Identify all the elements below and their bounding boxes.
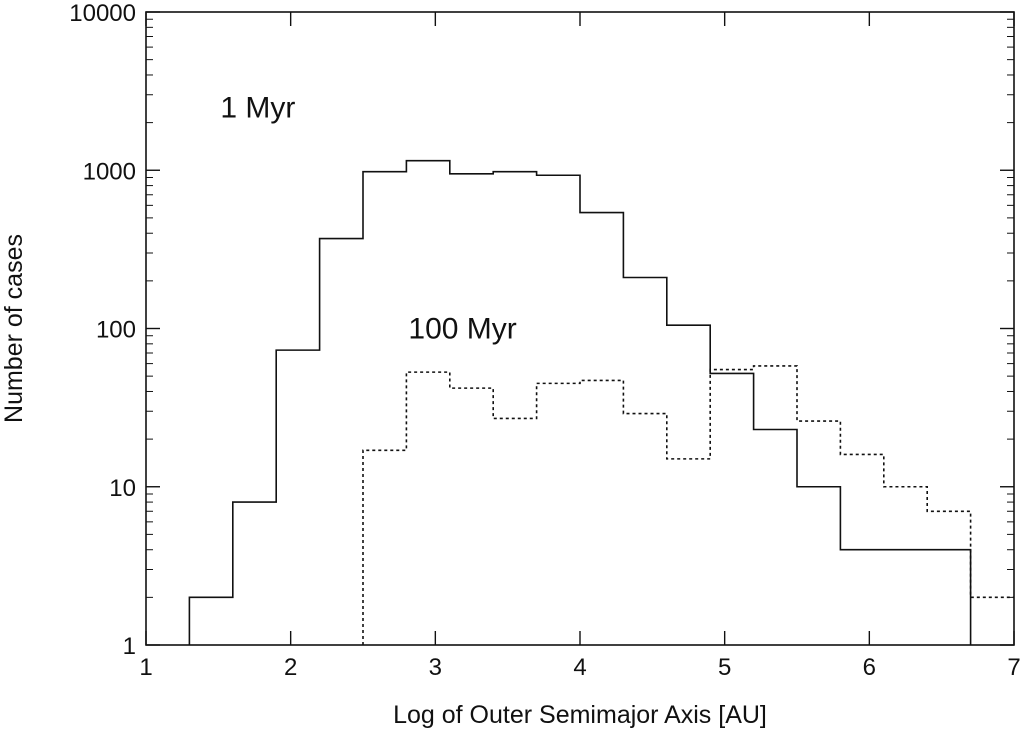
x-tick-label: 7 (1007, 654, 1020, 681)
y-tick-label: 10000 (69, 0, 136, 27)
series-layer (188, 159, 1014, 645)
annotation-label: 1 Myr (220, 91, 295, 124)
ticks-layer: 1 2 3 4 5 6 7 1 10 100 1000 10000 (69, 0, 1020, 681)
y-tick-label: 100 (96, 317, 136, 344)
x-tick-label: 6 (863, 654, 876, 681)
x-tick-label: 3 (429, 654, 442, 681)
series-100-myr-line (362, 365, 1014, 645)
y-axis-title: Number of cases (0, 234, 28, 423)
annotation-layer: 1 Myr 100 Myr (220, 91, 516, 345)
series-1-myr-line (188, 159, 972, 645)
x-tick-label: 4 (573, 654, 586, 681)
y-tick-label: 1000 (83, 158, 136, 185)
x-tick-label: 2 (284, 654, 297, 681)
y-tick-label: 1 (123, 633, 136, 660)
y-tick-label: 10 (109, 475, 136, 502)
x-tick-label: 1 (139, 654, 152, 681)
x-axis-title: Log of Outer Semimajor Axis [AU] (393, 701, 767, 729)
annotation-label: 100 Myr (408, 313, 516, 346)
x-tick-label: 5 (718, 654, 731, 681)
